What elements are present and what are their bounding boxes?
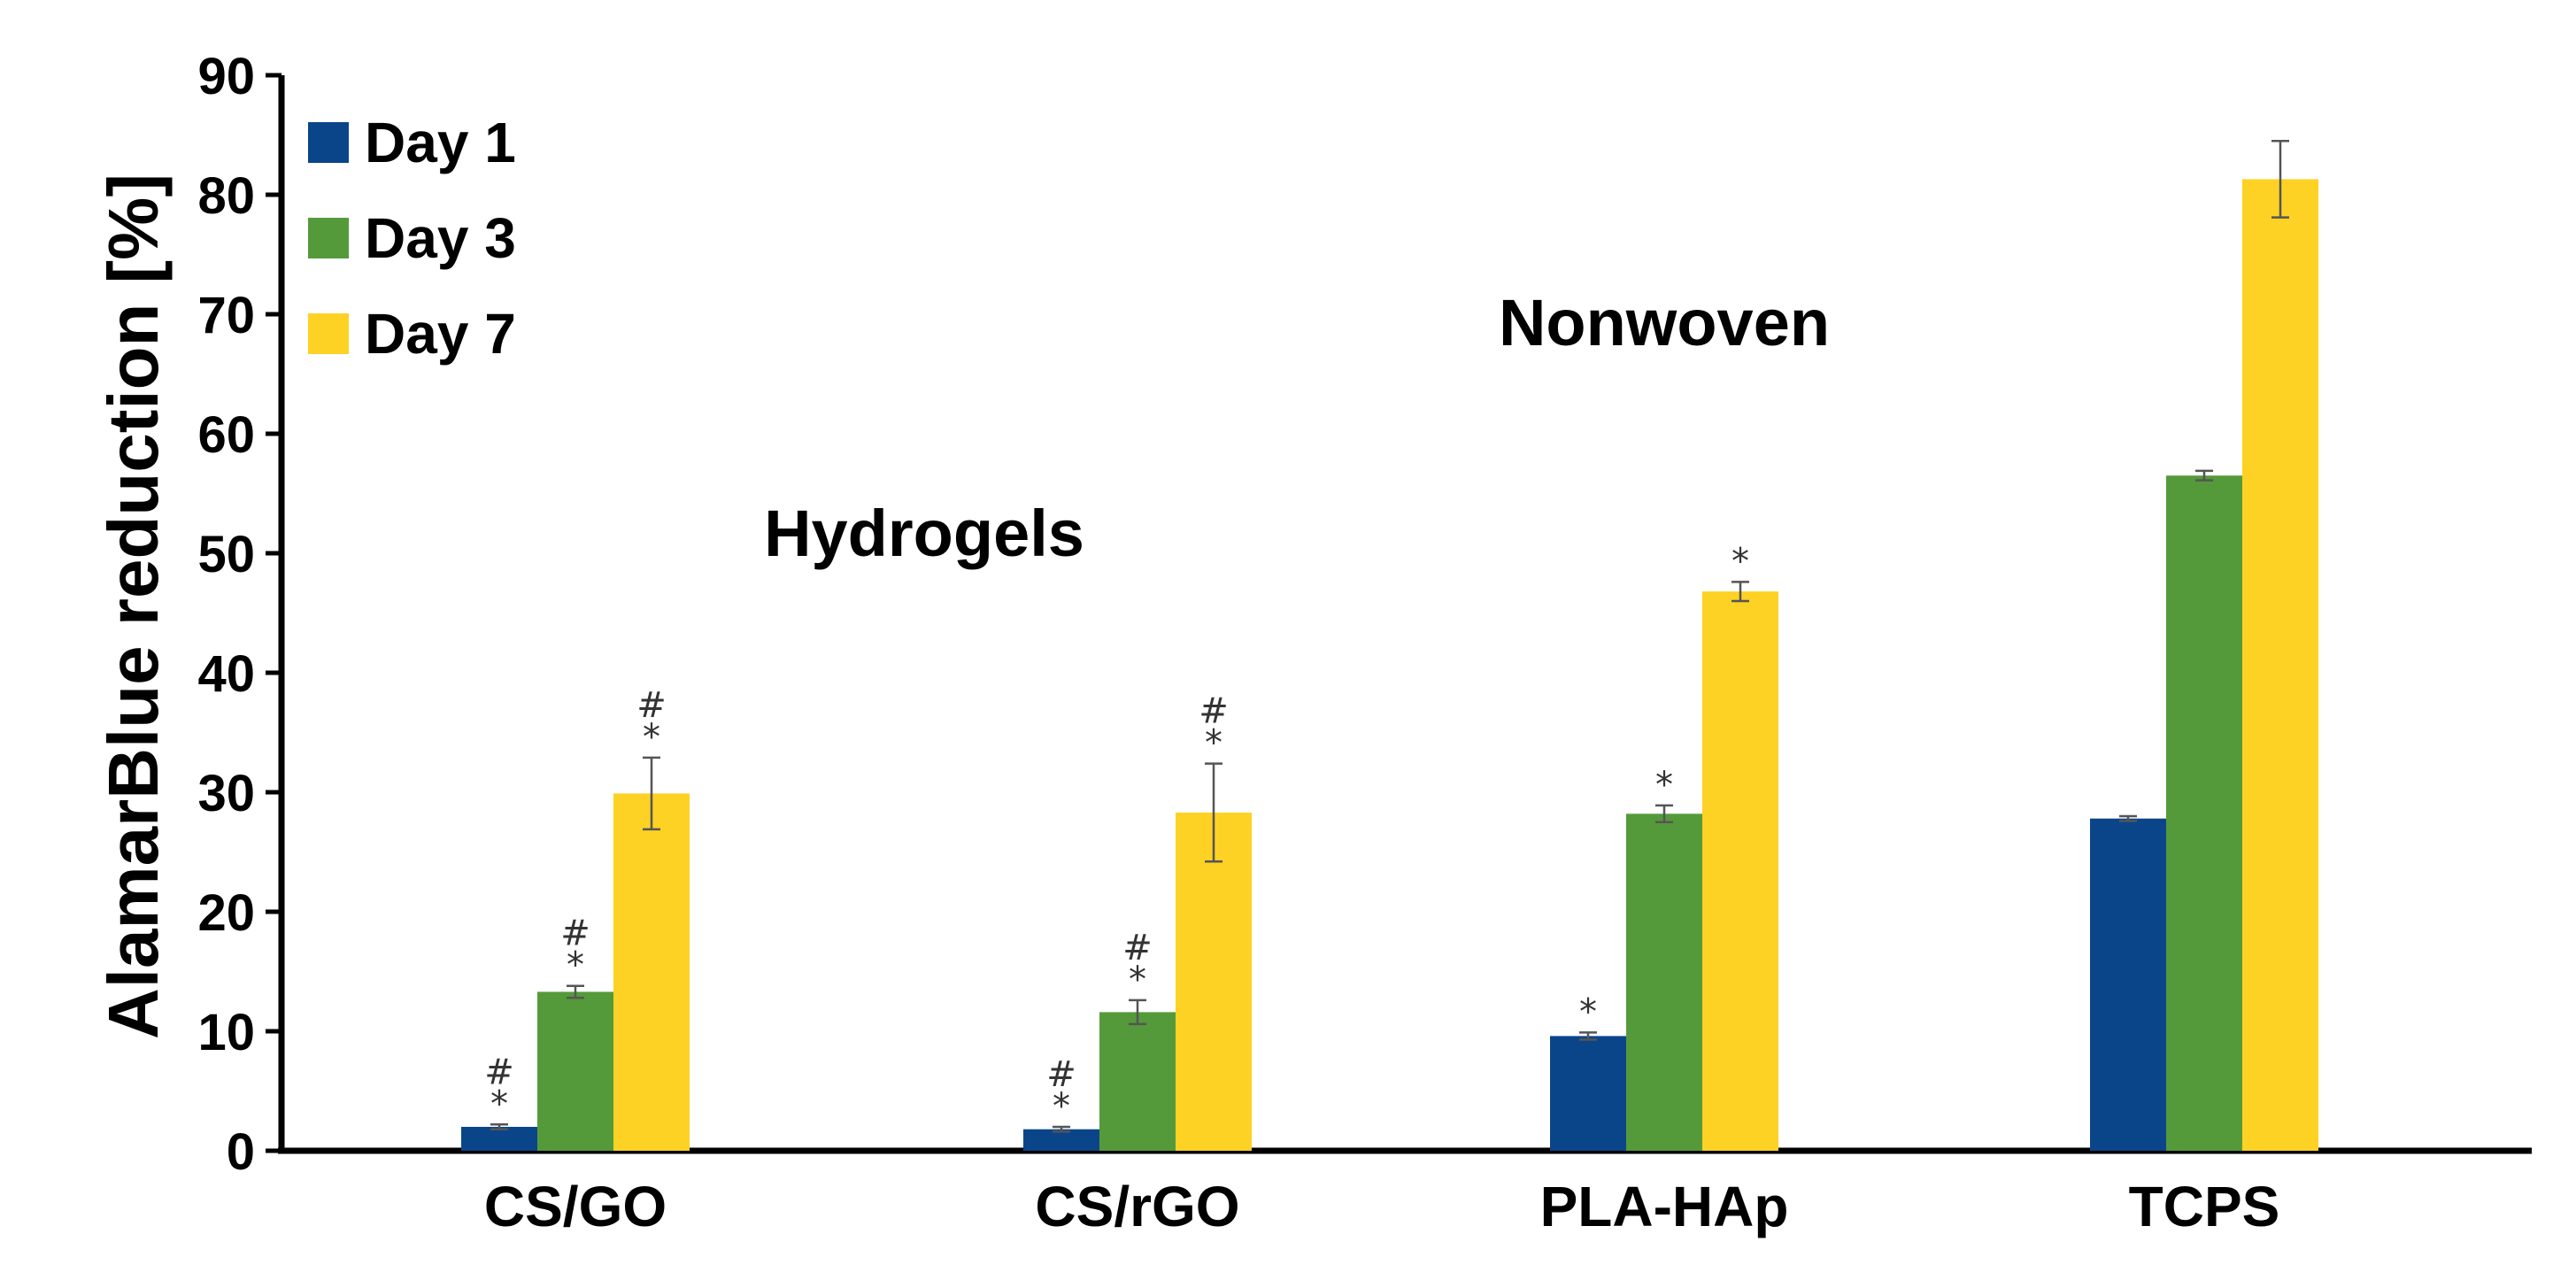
y-tick-label-30: 30 <box>197 765 255 822</box>
error-bar-pla-hap-day-1 <box>1579 1031 1597 1041</box>
error-bar-tcps-day-1 <box>2119 814 2137 822</box>
error-bar-cs-rgo-day-1 <box>1053 1125 1070 1133</box>
error-bar-tcps-day-7 <box>2271 140 2289 219</box>
bars: *#*#*#*#*#*#*** <box>461 140 2318 1152</box>
y-axis-label: AlamarBlue reduction [%] <box>94 173 173 1039</box>
significance-mark-cs-go-day-1: # <box>484 1052 514 1092</box>
bar-cs-go-day-7 <box>613 793 690 1151</box>
legend: Day 1 Day 3 Day 7 <box>308 111 516 366</box>
significance-mark-pla-hap-day-3: * <box>1655 765 1673 806</box>
x-labels: CS/GO CS/rGO PLA-HAp TCPS <box>484 1175 2279 1238</box>
bar-cs-go-day-3 <box>537 991 613 1151</box>
y-tick-label-60: 60 <box>197 406 255 464</box>
error-bar-cs-rgo-day-7 <box>1205 762 1222 863</box>
significance-mark-cs-rgo-day-3: # <box>1122 928 1153 968</box>
y-tick-label-40: 40 <box>197 645 255 703</box>
error-bar-cs-rgo-day-3 <box>1129 999 1146 1026</box>
legend-label-day-3: Day 3 <box>365 206 516 270</box>
y-tick-label-80: 80 <box>197 167 255 225</box>
significance-mark-cs-rgo-day-3: * <box>1129 960 1146 1000</box>
bar-tcps-day-7 <box>2242 179 2318 1152</box>
bar-cs-rgo-day-7 <box>1176 812 1252 1151</box>
significance-mark-cs-rgo-day-7: # <box>1199 691 1229 732</box>
y-tick-label-10: 10 <box>197 1004 255 1061</box>
bar-tcps-day-1 <box>2090 818 2166 1151</box>
legend-swatch-day-3 <box>308 218 349 258</box>
x-category-label: CS/GO <box>484 1175 667 1238</box>
x-category-label: TCPS <box>2129 1175 2280 1238</box>
significance-mark-cs-rgo-day-1: * <box>1053 1086 1070 1127</box>
error-bar-pla-hap-day-7 <box>1731 581 1749 603</box>
error-bar-pla-hap-day-3 <box>1655 804 1673 823</box>
bar-pla-hap-day-7 <box>1702 591 1778 1151</box>
y-tick-label-0: 0 <box>227 1123 255 1181</box>
y-tick-label-20: 20 <box>197 884 255 942</box>
y-tick-label-70: 70 <box>197 287 255 344</box>
legend-swatch-day-7 <box>308 313 349 354</box>
x-category-label: PLA-HAp <box>1540 1175 1789 1238</box>
bar-cs-rgo-day-3 <box>1099 1012 1176 1151</box>
bar-tcps-day-3 <box>2166 475 2242 1151</box>
significance-mark-pla-hap-day-7: * <box>1731 541 1749 582</box>
x-category-label: CS/rGO <box>1035 1175 1239 1238</box>
significance-mark-cs-go-day-1: * <box>490 1083 508 1124</box>
annotation-nonwoven: Nonwoven <box>1499 286 1830 359</box>
legend-label-day-7: Day 7 <box>365 302 516 366</box>
error-bar-cs-go-day-1 <box>490 1123 508 1130</box>
significance-mark-cs-go-day-3: * <box>567 945 584 986</box>
bar-pla-hap-day-1 <box>1550 1036 1626 1151</box>
error-bar-cs-go-day-7 <box>643 756 660 831</box>
significance-mark-cs-go-day-3: # <box>560 914 590 954</box>
significance-mark-cs-rgo-day-7: * <box>1205 723 1222 764</box>
error-bar-tcps-day-3 <box>2195 469 2213 482</box>
significance-mark-cs-rgo-day-1: # <box>1046 1054 1076 1095</box>
bar-cs-go-day-1 <box>461 1127 537 1151</box>
bar-pla-hap-day-3 <box>1626 813 1702 1151</box>
annotation-hydrogels: Hydrogels <box>764 497 1084 570</box>
legend-swatch-day-1 <box>308 122 349 163</box>
error-bar-cs-go-day-3 <box>567 984 584 999</box>
legend-label-day-1: Day 1 <box>365 111 516 174</box>
y-tick-label-90: 90 <box>197 48 255 105</box>
y-tick-label-50: 50 <box>197 526 255 583</box>
bar-cs-rgo-day-1 <box>1023 1129 1099 1151</box>
significance-mark-pla-hap-day-1: * <box>1579 991 1597 1032</box>
significance-mark-cs-go-day-7: * <box>643 717 660 758</box>
y-ticks: 0 10 20 30 40 50 60 70 80 90 <box>197 48 282 1181</box>
significance-mark-cs-go-day-7: # <box>636 685 667 726</box>
